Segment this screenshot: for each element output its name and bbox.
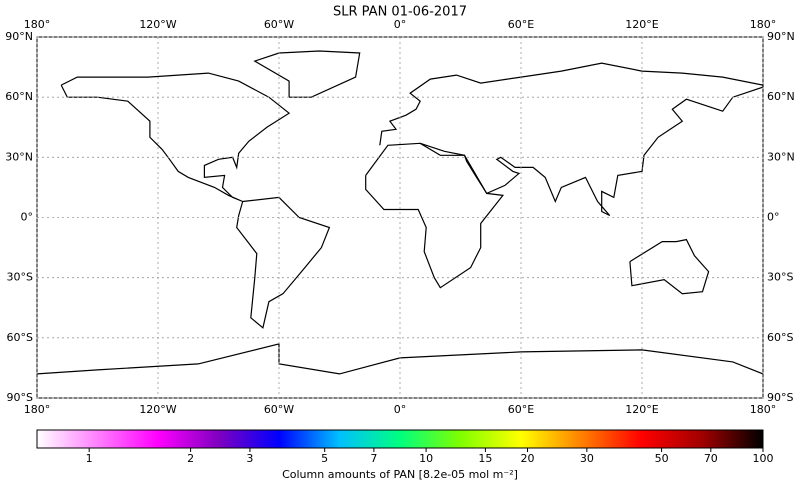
y-tick-label: 90°N <box>767 30 795 43</box>
x-tick-label: 60°E <box>508 18 534 31</box>
y-tick-label: 0° <box>767 211 780 224</box>
y-tick-label: 60°N <box>767 90 795 103</box>
coastline <box>379 62 764 217</box>
map-title: SLR PAN 01-06-2017 <box>333 5 467 20</box>
colorbar-tick-label: 10 <box>419 452 433 465</box>
colorbar-tick-label: 30 <box>580 452 594 465</box>
y-tick-label: 90°S <box>767 391 793 404</box>
x-tick-label: 180° <box>24 403 51 416</box>
colorbar-tick-label: 3 <box>246 452 253 465</box>
y-tick-label: 30°S <box>767 271 793 284</box>
colorbar-tick-label: 100 <box>753 452 774 465</box>
x-tick-label: 180° <box>750 403 777 416</box>
x-tick-label: 0° <box>394 18 407 31</box>
coastline <box>365 142 505 289</box>
y-tick-label: 60°S <box>767 331 793 344</box>
colorbar-tick-label: 5 <box>321 452 328 465</box>
x-tick-label: 180° <box>24 18 51 31</box>
x-tick-label: 60°W <box>264 403 294 416</box>
colorbar-tick-label: 20 <box>521 452 535 465</box>
colorbar-tick-label: 15 <box>478 452 492 465</box>
x-tick-label: 120°E <box>625 403 658 416</box>
colorbar-label: Column amounts of PAN [8.2e-05 mol m⁻²] <box>282 468 518 481</box>
y-tick-label: 60°N <box>5 90 33 103</box>
y-tick-label: 90°S <box>7 391 33 404</box>
x-tick-label: 180° <box>750 18 777 31</box>
y-tick-label: 30°N <box>767 150 795 163</box>
x-tick-label: 0° <box>394 403 407 416</box>
coastline <box>629 238 710 295</box>
x-tick-label: 120°W <box>139 403 176 416</box>
coastline <box>36 343 764 375</box>
y-tick-label: 30°N <box>5 150 33 163</box>
coastline <box>60 72 291 203</box>
y-tick-label: 90°N <box>5 30 33 43</box>
colorbar-tick-label: 7 <box>370 452 377 465</box>
colorbar-tick-label: 2 <box>187 452 194 465</box>
colorbar <box>36 429 764 449</box>
x-tick-label: 120°E <box>625 18 658 31</box>
x-tick-label: 60°E <box>508 403 534 416</box>
coastlines <box>36 50 764 375</box>
colorbar-tick-label: 1 <box>86 452 93 465</box>
colorbar-tick-label: 70 <box>704 452 718 465</box>
coastline <box>253 50 361 98</box>
x-tick-label: 120°W <box>139 18 176 31</box>
y-tick-label: 0° <box>21 211 34 224</box>
x-tick-label: 60°W <box>264 18 294 31</box>
y-tick-label: 60°S <box>7 331 33 344</box>
y-tick-label: 30°S <box>7 271 33 284</box>
colorbar-tick-label: 50 <box>655 452 669 465</box>
coastline <box>236 196 331 329</box>
